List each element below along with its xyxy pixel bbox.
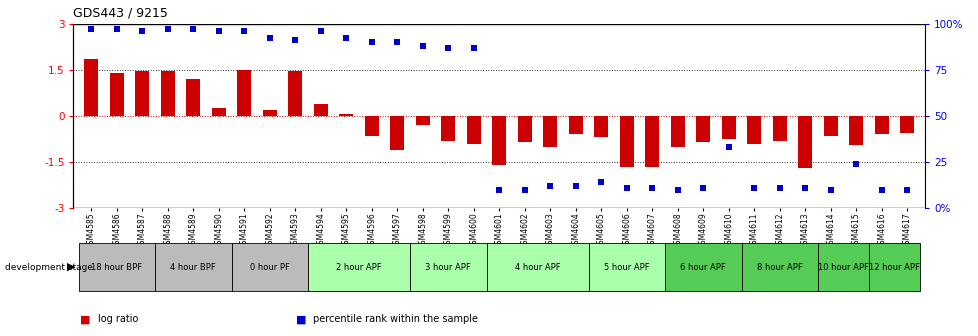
Bar [868,243,919,291]
Point [822,187,838,193]
Point [109,26,124,32]
Bar [746,116,761,144]
Point [745,185,761,191]
Point [772,185,787,191]
Bar [568,116,582,134]
Point [440,45,456,50]
Text: percentile rank within the sample: percentile rank within the sample [313,314,478,324]
Text: 5 hour APF: 5 hour APF [603,263,649,271]
Text: 4 hour BPF: 4 hour BPF [170,263,216,271]
Bar [390,116,404,150]
Point [669,187,685,193]
Text: development stage: development stage [5,263,93,271]
Bar [664,243,740,291]
Bar [135,71,149,116]
Text: 6 hour APF: 6 hour APF [680,263,726,271]
Bar [849,116,863,145]
Bar [517,116,531,142]
Text: log ratio: log ratio [98,314,138,324]
Bar [670,116,684,147]
Text: 4 hour APF: 4 hour APF [514,263,559,271]
Bar [288,71,302,116]
Point [694,185,710,191]
Point [466,45,481,50]
Point [618,185,634,191]
Bar [262,110,277,116]
Bar [594,116,607,137]
Bar [797,116,812,168]
Bar [231,243,308,291]
Bar [314,103,328,116]
Text: 10 hour APF: 10 hour APF [818,263,868,271]
Point [415,43,430,48]
Bar [237,70,251,116]
Point [491,187,507,193]
Bar [772,116,786,140]
Bar [588,243,664,291]
Bar [365,116,378,136]
Bar [645,116,658,167]
Bar [339,114,353,116]
Point [210,28,226,34]
Bar [900,116,913,133]
Text: 0 hour PF: 0 hour PF [249,263,289,271]
Bar [543,116,556,147]
Bar [822,116,837,136]
Point [288,38,303,43]
Bar [492,116,506,165]
Point [262,36,278,41]
Text: GDS443 / 9215: GDS443 / 9215 [73,6,168,19]
Point [593,180,608,185]
Text: 18 hour BPF: 18 hour BPF [91,263,142,271]
Point [338,36,354,41]
Bar [211,108,226,116]
Text: 3 hour APF: 3 hour APF [425,263,470,271]
Bar [740,243,818,291]
Point [516,187,532,193]
Point [237,28,252,34]
Text: 12 hour APF: 12 hour APF [868,263,919,271]
Bar [416,116,429,125]
Point [848,161,864,167]
Bar [186,79,200,116]
Text: ■: ■ [295,314,306,324]
Point [313,28,329,34]
Bar [84,59,98,116]
Bar [467,116,480,144]
Point [644,185,659,191]
Point [83,26,99,32]
Bar [486,243,588,291]
Bar [874,116,888,134]
Bar [695,116,710,142]
Point [389,39,405,45]
Point [159,26,175,32]
Text: 2 hour APF: 2 hour APF [335,263,381,271]
Point [720,144,735,150]
Bar [818,243,868,291]
Bar [441,116,455,140]
Bar [410,243,486,291]
Bar [155,243,231,291]
Bar [160,71,175,116]
Bar [78,243,155,291]
Point [873,187,889,193]
Text: ■: ■ [80,314,91,324]
Bar [619,116,633,167]
Point [899,187,914,193]
Text: ▶: ▶ [67,262,75,272]
Point [567,183,583,189]
Text: 8 hour APF: 8 hour APF [756,263,802,271]
Point [185,26,200,32]
Bar [110,73,123,116]
Bar [308,243,410,291]
Point [364,39,379,45]
Point [797,185,813,191]
Bar [721,116,735,139]
Point [542,183,557,189]
Point [134,28,150,34]
